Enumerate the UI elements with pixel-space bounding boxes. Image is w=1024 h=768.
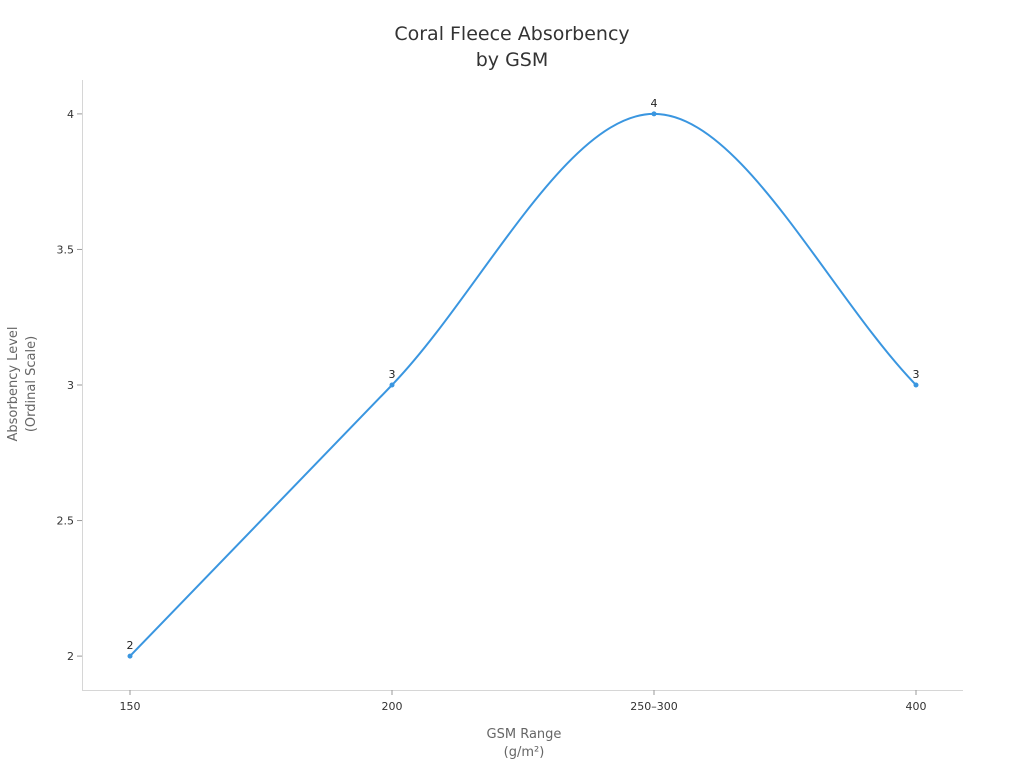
y-tick-label: 3	[67, 379, 74, 392]
x-tick-label: 400	[906, 700, 927, 713]
x-axis-title-line-2: (g/m²)	[504, 745, 545, 760]
y-tick-label: 2.5	[57, 515, 75, 528]
data-point[interactable]	[913, 382, 919, 388]
series-layer	[127, 111, 919, 659]
x-axis-ticks: 150 200 250–300 400	[120, 690, 927, 713]
x-tick-label: 200	[382, 700, 403, 713]
data-point[interactable]	[127, 653, 133, 659]
y-tick-label: 3.5	[57, 243, 75, 256]
data-point[interactable]	[651, 111, 657, 117]
y-axis-ticks: 2 2.5 3 3.5 4	[57, 108, 82, 663]
x-tick-label: 250–300	[630, 700, 678, 713]
x-axis-title-line-1: GSM Range	[487, 727, 562, 742]
data-label: 3	[389, 368, 396, 381]
data-label: 4	[651, 97, 658, 110]
x-tick-label: 150	[120, 700, 141, 713]
y-tick-label: 4	[67, 108, 74, 121]
data-label: 2	[127, 639, 134, 652]
data-label: 3	[913, 368, 920, 381]
series-line	[129, 112, 917, 657]
chart-title-line-1: Coral Fleece Absorbency	[394, 23, 629, 45]
y-axis-title-line-1: Absorbency Level	[6, 327, 21, 442]
data-point[interactable]	[389, 382, 395, 388]
y-axis-title-line-2: (Ordinal Scale)	[24, 336, 39, 432]
y-tick-label: 2	[67, 650, 74, 663]
data-labels: 2 3 4 3	[127, 97, 920, 652]
chart-title-line-2: by GSM	[476, 49, 549, 71]
